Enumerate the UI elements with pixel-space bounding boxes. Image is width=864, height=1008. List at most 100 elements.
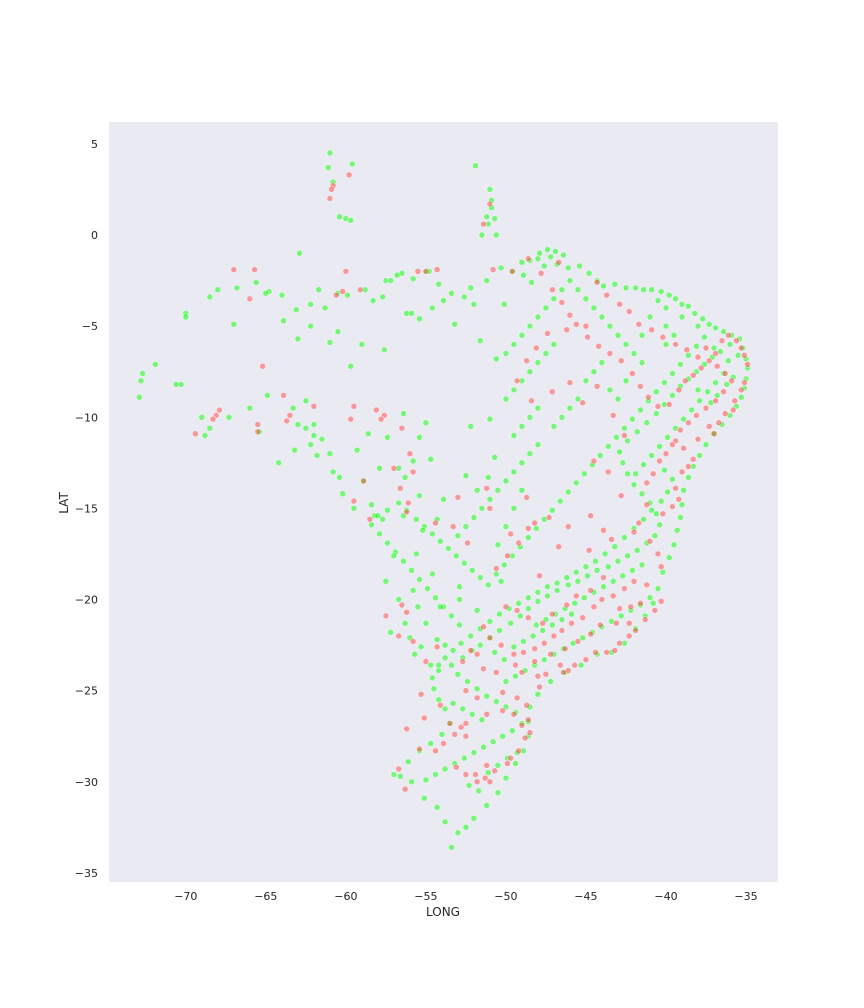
- data-point: [470, 300, 478, 308]
- data-point: [347, 217, 355, 224]
- data-point: [318, 435, 326, 443]
- data-point: [433, 636, 441, 643]
- data-point: [492, 355, 500, 363]
- data-point: [294, 335, 302, 343]
- data-point: [360, 477, 367, 485]
- data-point: [515, 539, 523, 547]
- data-point: [395, 632, 403, 640]
- y-axis-label: LAT: [57, 492, 71, 514]
- data-point: [382, 612, 390, 620]
- data-point: [206, 293, 214, 301]
- data-point: [416, 433, 423, 441]
- data-point: [544, 330, 551, 337]
- data-point: [384, 433, 391, 441]
- data-point: [721, 410, 729, 417]
- data-point: [733, 337, 740, 345]
- data-point: [587, 630, 595, 638]
- data-point: [710, 344, 718, 352]
- data-point: [489, 738, 497, 746]
- data-point: [705, 357, 713, 365]
- data-point: [152, 361, 159, 368]
- data-point: [462, 732, 470, 740]
- data-point: [435, 661, 443, 669]
- data-point: [656, 521, 663, 529]
- data-point: [456, 583, 463, 591]
- data-point: [659, 333, 667, 341]
- data-point: [712, 350, 719, 357]
- data-point: [478, 231, 486, 239]
- data-point: [476, 337, 484, 345]
- data-point: [637, 382, 644, 390]
- data-point: [582, 322, 590, 330]
- data-point: [480, 743, 487, 751]
- data-point: [680, 415, 687, 423]
- data-point: [531, 645, 539, 653]
- data-point: [336, 213, 343, 221]
- data-point: [264, 392, 271, 399]
- data-point: [524, 525, 532, 532]
- data-point: [499, 707, 507, 715]
- data-point: [494, 762, 502, 769]
- data-point: [460, 559, 468, 567]
- data-point: [310, 421, 318, 428]
- data-point: [344, 291, 351, 299]
- data-point: [350, 497, 358, 505]
- data-point: [670, 331, 678, 339]
- data-point: [629, 415, 636, 423]
- data-point: [427, 661, 435, 669]
- data-point: [459, 658, 467, 665]
- data-point: [400, 557, 407, 565]
- data-point: [678, 468, 686, 476]
- data-point: [696, 397, 703, 405]
- data-point: [422, 419, 430, 427]
- data-point: [524, 614, 532, 622]
- data-point: [534, 255, 542, 263]
- data-point: [449, 523, 457, 530]
- data-point: [428, 570, 436, 578]
- data-point: [598, 359, 606, 366]
- data-point: [646, 313, 654, 321]
- data-point: [486, 505, 494, 512]
- data-point: [379, 293, 387, 301]
- data-point: [616, 448, 623, 456]
- data-point: [609, 577, 617, 585]
- data-point: [483, 802, 491, 809]
- y-tick-label: 5: [91, 138, 98, 151]
- data-point: [582, 295, 590, 303]
- data-point: [737, 393, 745, 401]
- data-point: [494, 789, 502, 797]
- data-point: [744, 361, 751, 368]
- data-point: [697, 364, 705, 372]
- data-point: [630, 577, 638, 585]
- data-point: [448, 661, 455, 669]
- data-point: [725, 331, 732, 339]
- data-point: [481, 774, 489, 782]
- data-point: [630, 481, 638, 489]
- data-point: [400, 410, 407, 417]
- data-point: [713, 362, 721, 370]
- data-point: [332, 291, 340, 299]
- data-point: [409, 638, 417, 645]
- data-point: [473, 778, 481, 786]
- data-point: [492, 669, 500, 676]
- data-point: [593, 382, 601, 390]
- data-point: [582, 377, 590, 385]
- data-point: [518, 459, 526, 467]
- data-point: [201, 432, 209, 439]
- data-point: [582, 656, 590, 663]
- data-point: [526, 413, 534, 421]
- data-point: [350, 505, 358, 512]
- data-point: [600, 583, 607, 591]
- data-point: [617, 612, 625, 620]
- data-point: [369, 297, 377, 304]
- data-point: [604, 563, 612, 571]
- data-point: [665, 291, 673, 299]
- data-point: [510, 468, 518, 476]
- data-point: [662, 322, 670, 330]
- data-point: [653, 510, 660, 518]
- data-point: [638, 359, 646, 366]
- data-point: [377, 415, 385, 423]
- data-point: [393, 271, 401, 279]
- data-point: [669, 475, 676, 483]
- data-point: [659, 510, 667, 518]
